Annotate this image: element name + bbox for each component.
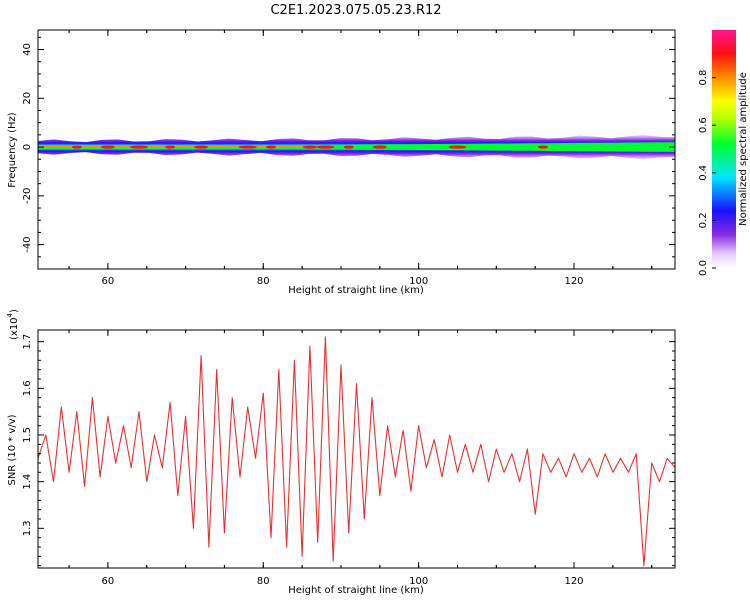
spectrogram-peak <box>71 145 82 149</box>
y-tick-label: 0 <box>22 144 33 150</box>
colorbar-label: Normalized spectral amplitude <box>738 72 749 226</box>
svg-text:(x104): (x104) <box>6 309 20 340</box>
spectrogram-frame <box>37 29 676 270</box>
snr-y-ticks: 1.3 1.4 1.5 1.6 1.7 <box>22 330 675 568</box>
colorbar-tick-label: 0.4 <box>698 165 709 181</box>
snr-panel: 60 80 100 120 1.3 1.4 1.5 1.6 1.7 Height of str… <box>6 309 676 596</box>
snr-y-multiplier-exponent: 4 <box>6 312 14 317</box>
snr-frame <box>37 329 676 569</box>
x-tick-label: 80 <box>257 276 270 287</box>
spectrogram-panel: 60 80 100 120 -40 -20 0 20 40 Height of straigh… <box>7 29 676 296</box>
spectrogram-peak <box>165 145 176 149</box>
spectrogram-peak <box>448 145 467 149</box>
snr-y-axis-label: SNR (10 * v/v) <box>7 414 18 485</box>
snr-plot-area <box>38 336 675 567</box>
spectrogram-peak <box>343 145 354 149</box>
spectrogram-y-axis-label: Frequency (Hz) <box>7 112 18 188</box>
x-tick-label: 60 <box>102 576 115 587</box>
x-tick-label: 80 <box>257 576 270 587</box>
snr-y-multiplier-base: (x10 <box>9 317 20 340</box>
y-tick-label: -20 <box>22 188 33 204</box>
colorbar-tick-label: 0.2 <box>698 212 709 228</box>
x-tick-label: 60 <box>102 276 115 287</box>
snr-y-multiplier: (x104) <box>6 309 20 340</box>
x-tick-label: 100 <box>409 576 428 587</box>
spectrogram-band <box>38 135 675 160</box>
y-tick-label: 1.5 <box>22 427 33 443</box>
x-tick-label: 120 <box>564 276 583 287</box>
snr-series-line <box>38 336 675 567</box>
x-tick-label: 100 <box>409 276 428 287</box>
spectrogram-peak <box>266 145 277 149</box>
colorbar-gradient <box>712 30 736 268</box>
spectrogram-x-axis-label: Height of straight line (km) <box>288 285 424 296</box>
spectrogram-peak <box>537 145 548 149</box>
colorbar-tick-label: 0.6 <box>698 117 709 133</box>
colorbar-tick-label: 0.0 <box>698 260 709 276</box>
spectrogram-y-ticks: -40 -20 0 20 40 <box>22 30 675 270</box>
y-tick-label: 1.6 <box>22 380 33 396</box>
y-tick-label: 1.7 <box>22 334 33 350</box>
spectrogram-peak <box>100 145 115 149</box>
colorbar-ticks: 0.0 0.2 0.4 0.6 0.8 <box>698 70 716 276</box>
y-tick-label: 40 <box>22 43 33 56</box>
spectrogram-peak <box>129 145 148 149</box>
spectrogram-peak <box>316 145 335 149</box>
y-tick-label: 20 <box>22 92 33 105</box>
spectrogram-peak <box>238 145 257 149</box>
x-tick-label: 120 <box>564 576 583 587</box>
y-tick-label: -40 <box>22 236 33 252</box>
spectrogram-core-band <box>38 142 675 152</box>
spectrogram-x-ticks: 60 80 100 120 <box>68 30 653 287</box>
figure-title: C2E1.2023.075.05.23.R12 <box>270 3 441 18</box>
spectrogram-peak <box>302 145 317 149</box>
colorbar-tick-label: 0.8 <box>698 70 709 86</box>
spectrogram-peak <box>194 145 209 149</box>
spectrogram-peak <box>372 145 387 149</box>
snr-x-axis-label: Height of straight line (km) <box>288 585 424 596</box>
y-tick-label: 1.4 <box>22 474 33 490</box>
colorbar: 0.0 0.2 0.4 0.6 0.8 Normalized spectral ampl… <box>698 30 749 276</box>
y-tick-label: 1.3 <box>22 520 33 536</box>
